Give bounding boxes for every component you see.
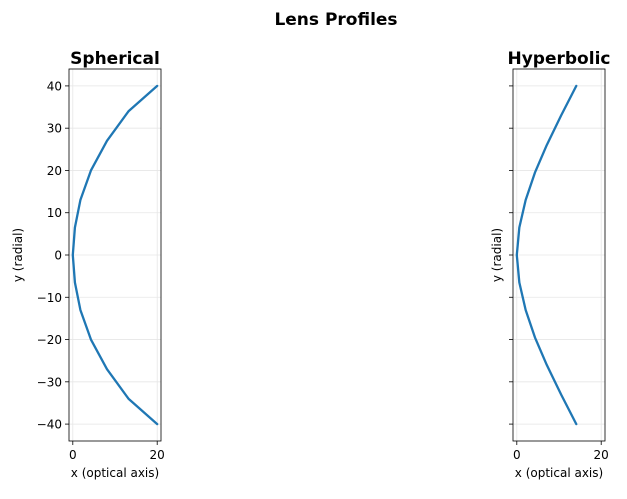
hyperbolic-panel: 0 20 Hyperbolic x (optical axis) y (radial) xyxy=(490,49,610,480)
spherical-ytick-label-1: −30 xyxy=(37,375,62,389)
spherical-panel: −40 −30 −20 −10 0 10 20 30 40 0 20 Spherical x (opti… xyxy=(11,49,165,480)
hyperbolic-xtick-label-0: 0 xyxy=(513,448,521,462)
spherical-ytick-label-6: 20 xyxy=(47,164,62,178)
spherical-ytick-label-8: 40 xyxy=(47,79,62,93)
hyperbolic-xtick-label-1: 20 xyxy=(594,448,609,462)
spherical-ytick-label-0: −40 xyxy=(37,418,62,432)
spherical-ytick-label-3: −10 xyxy=(37,291,62,305)
hyperbolic-ylabel: y (radial) xyxy=(490,228,504,282)
figure-title: Lens Profiles xyxy=(274,10,397,30)
hyperbolic-xlabel: x (optical axis) xyxy=(515,466,603,480)
hyperbolic-title: Hyperbolic xyxy=(508,49,611,69)
spherical-ylabel: y (radial) xyxy=(11,228,25,282)
spherical-xtick-label-1: 20 xyxy=(150,448,165,462)
spherical-xtick-label-0: 0 xyxy=(69,448,77,462)
spherical-ytick-label-7: 30 xyxy=(47,122,62,136)
spherical-ytick-label-5: 10 xyxy=(47,206,62,220)
hyperbolic-curve-0 xyxy=(515,84,578,426)
spherical-ytick-label-2: −20 xyxy=(37,333,62,347)
spherical-ytick-label-4: 0 xyxy=(54,249,62,263)
spherical-title: Spherical xyxy=(70,49,160,69)
spherical-xlabel: x (optical axis) xyxy=(71,466,159,480)
spherical-curve-0 xyxy=(71,84,159,426)
